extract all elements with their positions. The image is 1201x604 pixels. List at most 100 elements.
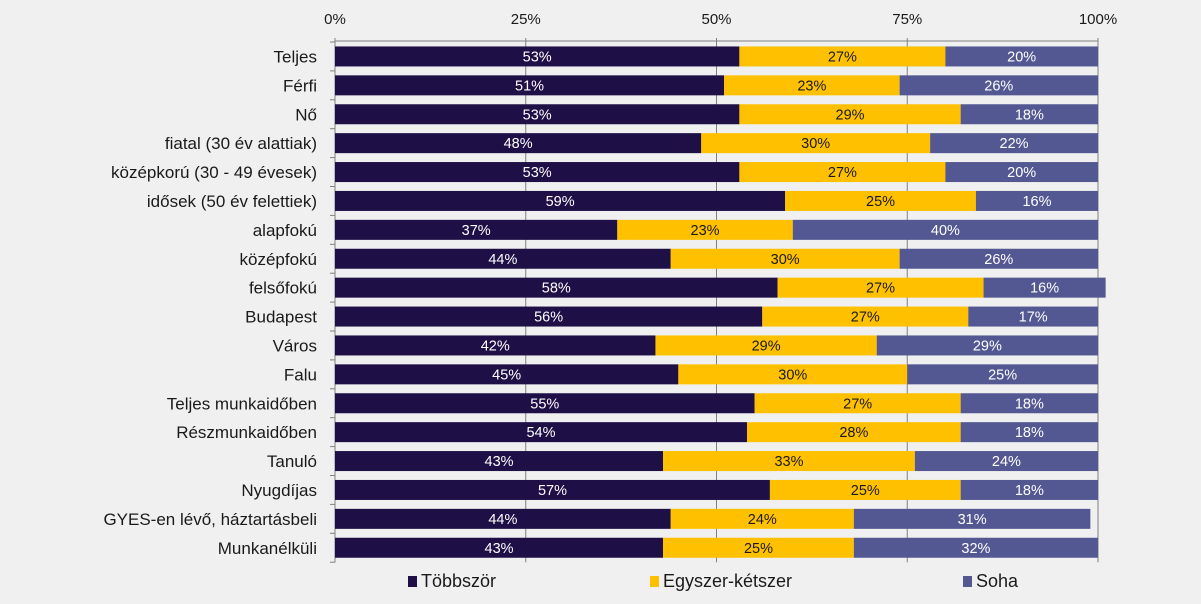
data-label: 29% <box>752 338 781 354</box>
bar-segment-t-bbsz-r <box>335 335 656 356</box>
data-label: 42% <box>481 338 510 354</box>
bar-segment-egyszer-k-tszer <box>739 104 961 125</box>
bar-segment-soha <box>899 248 1098 269</box>
data-label: 44% <box>488 512 517 528</box>
bar-row: 59% 25% 16% <box>335 190 1098 211</box>
bar-row: 45% 30% 25% <box>335 364 1098 385</box>
data-label: 24% <box>992 454 1021 470</box>
category-label: Tanuló <box>267 452 317 471</box>
bar-segment-soha <box>960 393 1098 414</box>
bar-segment-t-bbsz-r <box>335 133 702 154</box>
data-label: 31% <box>958 512 987 528</box>
bar-segment-soha <box>983 277 1106 298</box>
bar-segment-egyszer-k-tszer <box>724 75 900 96</box>
bar-segment-egyszer-k-tszer <box>762 306 969 327</box>
category-label: Nyugdíjas <box>241 481 317 500</box>
data-label: 30% <box>771 252 800 268</box>
bar-segment-egyszer-k-tszer <box>739 162 946 183</box>
data-label: 53% <box>523 165 552 181</box>
bar-row: 43% 25% 32% <box>335 537 1098 558</box>
bar-row: 44% 30% 26% <box>335 248 1098 269</box>
data-label: 18% <box>1015 483 1044 499</box>
category-label: középkorú (30 - 49 évesek) <box>111 163 317 182</box>
data-label: 20% <box>1007 165 1036 181</box>
data-label: 25% <box>866 194 895 210</box>
category-label: GYES-en lévő, háztartásbeli <box>103 510 317 529</box>
bar-segment-t-bbsz-r <box>335 46 740 67</box>
legend-item: Egyszer-kétszer <box>650 571 792 591</box>
bar-row: 54% 28% 18% <box>335 422 1098 443</box>
bar-row: 53% 29% 18% <box>335 104 1098 125</box>
bar-segment-egyszer-k-tszer <box>663 451 915 472</box>
bar-segment-t-bbsz-r <box>335 277 778 298</box>
bar-segment-egyszer-k-tszer <box>739 46 946 67</box>
data-label: 58% <box>542 281 571 297</box>
bar-row: 56% 27% 17% <box>335 306 1098 327</box>
data-label: 56% <box>534 310 563 326</box>
data-label: 55% <box>530 396 559 412</box>
bar-segment-soha <box>907 364 1098 385</box>
bar-row: 44% 24% 31% <box>335 508 1091 529</box>
bar-segment-egyszer-k-tszer <box>670 248 900 269</box>
data-label: 30% <box>778 367 807 383</box>
data-label: 18% <box>1015 425 1044 441</box>
data-label: 43% <box>485 541 514 557</box>
data-label: 25% <box>851 483 880 499</box>
bar-segment-egyszer-k-tszer <box>678 364 908 385</box>
data-label: 53% <box>523 107 552 123</box>
data-label: 45% <box>492 367 521 383</box>
legend-item: Többször <box>408 571 496 591</box>
bar-segment-soha <box>968 306 1098 327</box>
bar-row: 48% 30% 22% <box>335 133 1098 154</box>
bar-row: 53% 27% 20% <box>335 162 1098 183</box>
bar-segment-egyszer-k-tszer <box>747 422 961 443</box>
bar-segment-soha <box>945 46 1098 67</box>
bar-row: 51% 23% 26% <box>335 75 1098 96</box>
data-label: 23% <box>691 223 720 239</box>
bar-segment-t-bbsz-r <box>335 422 748 443</box>
legend-label: Egyszer-kétszer <box>663 571 792 591</box>
data-label: 23% <box>797 78 826 94</box>
bar-segment-soha <box>975 190 1098 211</box>
data-label: 27% <box>843 396 872 412</box>
data-label: 57% <box>538 483 567 499</box>
bar-segment-egyszer-k-tszer <box>701 133 931 154</box>
bar-segment-egyszer-k-tszer <box>663 537 854 558</box>
data-label: 16% <box>1022 194 1051 210</box>
bar-row: 55% 27% 18% <box>335 393 1098 414</box>
bar-segment-egyszer-k-tszer <box>617 219 793 240</box>
data-label: 54% <box>526 425 555 441</box>
data-label: 51% <box>515 78 544 94</box>
category-axis: Teljes Férfi Nő fiatal (30 év alattiak) közé… <box>103 41 336 563</box>
legend-label: Többször <box>421 571 496 591</box>
x-tick-label: 25% <box>511 11 541 28</box>
bar-segment-soha <box>960 104 1098 125</box>
data-label: 37% <box>462 223 491 239</box>
category-label: felsőfokú <box>249 279 317 298</box>
data-label: 40% <box>931 223 960 239</box>
legend-swatch <box>650 576 659 587</box>
bar-segment-t-bbsz-r <box>335 248 671 269</box>
data-label: 25% <box>988 367 1017 383</box>
x-tick-label: 75% <box>892 11 922 28</box>
legend: Többször Egyszer-kétszer Soha <box>408 571 1019 591</box>
category-label: idősek (50 év felettiek) <box>147 192 317 211</box>
x-tick-label: 0% <box>324 11 346 28</box>
data-label: 18% <box>1015 107 1044 123</box>
bar-segment-t-bbsz-r <box>335 537 664 558</box>
data-label: 44% <box>488 252 517 268</box>
category-label: alapfokú <box>253 221 317 240</box>
data-label: 26% <box>984 252 1013 268</box>
bar-segment-egyszer-k-tszer <box>785 190 976 211</box>
category-label: Budapest <box>245 308 317 327</box>
bar-row: 57% 25% 18% <box>335 479 1098 500</box>
data-label: 43% <box>485 454 514 470</box>
bar-segment-t-bbsz-r <box>335 190 786 211</box>
data-label: 27% <box>828 165 857 181</box>
bar-segment-soha <box>960 479 1098 500</box>
bar-segment-t-bbsz-r <box>335 508 671 529</box>
category-label: Teljes munkaidőben <box>167 394 317 413</box>
bar-segment-t-bbsz-r <box>335 451 664 472</box>
data-label: 48% <box>504 136 533 152</box>
